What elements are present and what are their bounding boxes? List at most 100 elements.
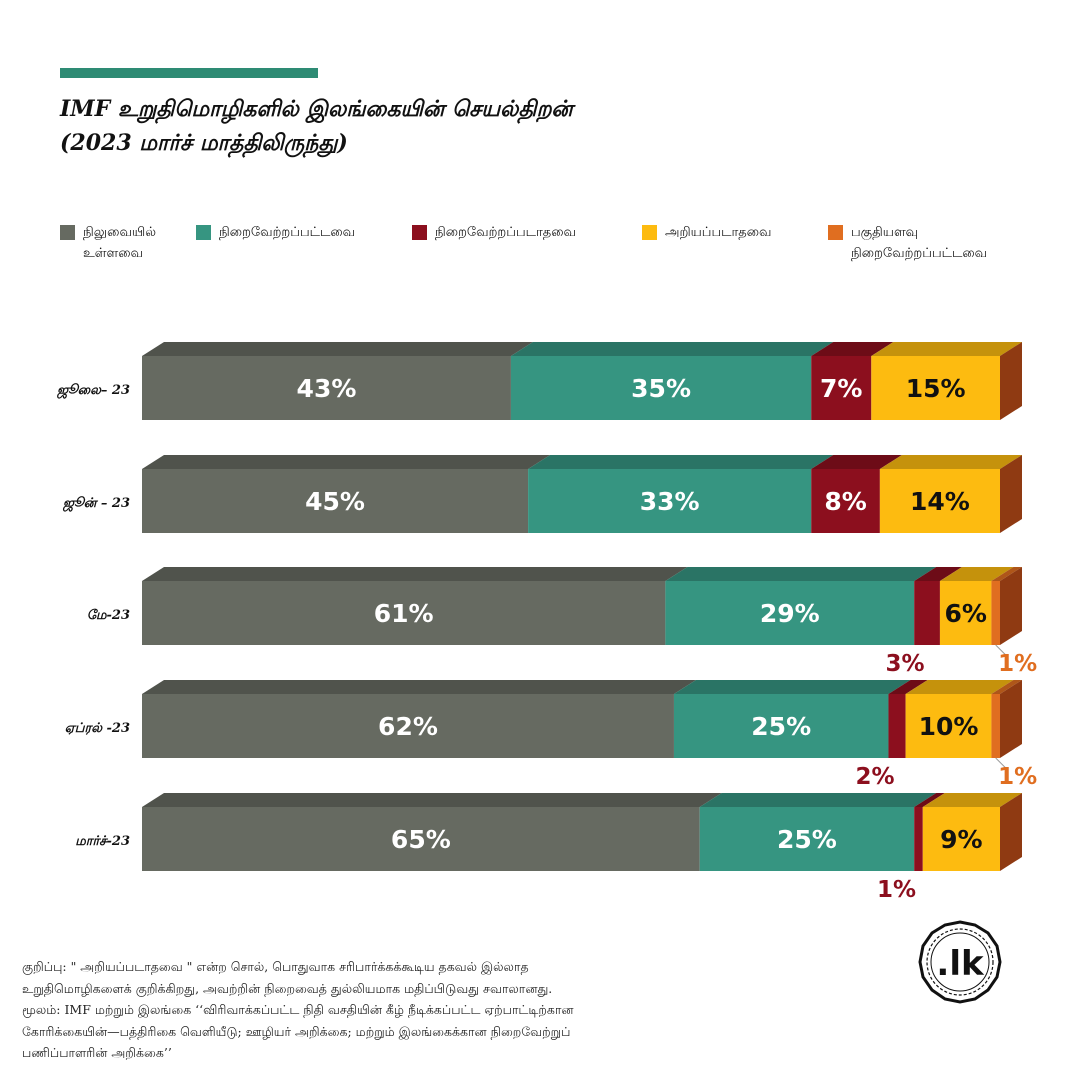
bar-segment-fulfilled (673, 694, 889, 758)
bar-top-fulfilled (510, 342, 834, 356)
legend-swatch-pending (60, 225, 75, 240)
data-label-not_fulfilled: 3% (886, 651, 925, 677)
data-label-unknown: 14% (910, 487, 970, 516)
chart-title: IMF உறுதிமொழிகளில் இலங்கையின் செயல்திறன்… (60, 92, 960, 160)
bar-segment-unknown (922, 807, 1000, 871)
category-label: மே-23 (87, 608, 130, 623)
bar-segment-unknown (939, 581, 992, 645)
bar-segment-not_fulfilled (811, 356, 872, 420)
bar-segment-pending (142, 581, 666, 645)
data-label-unknown: 15% (906, 374, 966, 403)
bar-segment-fulfilled (510, 356, 812, 420)
note-line-4: கோரிக்கையின்—பத்திரிகை வெளியீடு; ஊழியர் … (22, 1023, 571, 1039)
legend-item-pending: நிலுவையில் உள்ளவை (60, 222, 195, 264)
bar-segment-fulfilled (665, 581, 915, 645)
category-label: ஜூலை– 23 (56, 383, 130, 399)
bar-top-fulfilled (673, 680, 911, 694)
bar-side-face (1000, 455, 1022, 533)
legend-swatch-partial (828, 225, 843, 240)
bar-row-1: ஜூலை– 23 43% 35% 7% 15% (56, 342, 1022, 420)
bar-top-unknown (939, 567, 1014, 581)
bar-segment-unknown (879, 469, 1000, 533)
data-label-pending: 65% (391, 825, 451, 854)
legend-item-unknown: அறியப்படாதவை (642, 222, 822, 243)
category-label: ஏப்ரல் -23 (65, 721, 130, 736)
bar-top-pending (142, 793, 722, 807)
legend-swatch-not-fulfilled (412, 225, 427, 240)
bar-segment-pending (142, 469, 529, 533)
legend-label-not-fulfilled: நிறைவேற்றப்படாதவை (435, 225, 576, 240)
bar-top-unknown (879, 455, 1022, 469)
bar-top-unknown (871, 342, 1022, 356)
bar-row-3: மே-23 61% 29% 3% 6% 1% (87, 567, 1037, 677)
bar-segment-partial (991, 694, 1000, 758)
bar-segment-not_fulfilled (914, 807, 923, 871)
legend-item-partial: பகுதியளவு நிறைவேற்றப்பட்டவை (828, 222, 1043, 264)
title-line-1: IMF உறுதிமொழிகளில் இலங்கையின் செயல்திறன் (60, 96, 573, 122)
bar-top-fulfilled (699, 793, 937, 807)
bar-segment-unknown (905, 694, 992, 758)
data-label-fulfilled: 35% (631, 374, 691, 403)
data-label-pending: 45% (305, 487, 365, 516)
bar-side-face (1000, 793, 1022, 871)
footnote: குறிப்பு: " அறியப்படாதவை " என்ற சொல், பொ… (22, 956, 882, 1064)
bar-segment-unknown (871, 356, 1000, 420)
bar-top-not_fulfilled (811, 455, 902, 469)
legend-label-pending: நிலுவையில் உள்ளவை (83, 225, 157, 261)
bar-row-4: ஏப்ரல் -23 62% 25% 2% 10% 1% (65, 680, 1037, 790)
legend: நிலுவையில் உள்ளவை நிறைவேற்றப்பட்டவை நிறை… (60, 222, 1060, 272)
legend-item-fulfilled: நிறைவேற்றப்பட்டவை (196, 222, 416, 243)
data-label-not_fulfilled: 2% (856, 764, 895, 790)
bar-top-unknown (922, 793, 1022, 807)
note-line-3: மூலம்: IMF மற்றும் இலங்கை ‘‘விரிவாக்கப்ப… (22, 1002, 574, 1017)
legend-label-partial: பகுதியளவு நிறைவேற்றப்பட்டவை (851, 225, 988, 261)
bar-segment-not_fulfilled (888, 694, 906, 758)
bar-segment-pending (142, 807, 700, 871)
data-label-pending: 43% (297, 374, 357, 403)
bar-row-2: ஜூன் – 23 45% 33% 8% 14% (62, 455, 1022, 533)
bar-top-not_fulfilled (811, 342, 894, 356)
data-label-unknown: 9% (940, 825, 982, 854)
data-label-pending: 62% (378, 712, 438, 741)
note-line-5: பணிப்பாளரின் அறிக்கை’’ (22, 1045, 172, 1060)
legend-item-not-fulfilled: நிறைவேற்றப்படாதவை (412, 222, 632, 243)
bar-segment-not_fulfilled (811, 469, 880, 533)
bar-segment-pending (142, 356, 511, 420)
logo-text: .lk (936, 944, 985, 984)
title-line-2: (2023 மார்ச் மாத்திலிருந்து) (60, 130, 348, 156)
data-label-fulfilled: 25% (777, 825, 837, 854)
bar-segment-not_fulfilled (914, 581, 940, 645)
bar-top-not_fulfilled (914, 567, 962, 581)
bar-side-face (1000, 680, 1022, 758)
accent-bar (60, 68, 318, 78)
bar-top-pending (142, 455, 551, 469)
leader-line (995, 757, 1007, 769)
data-label-not_fulfilled: 7% (820, 374, 862, 403)
data-label-not_fulfilled: 1% (877, 877, 916, 903)
data-label-fulfilled: 29% (760, 599, 820, 628)
bar-segment-pending (142, 694, 674, 758)
note-line-2: உறுதிமொழிகளைக் குறிக்கிறது, அவற்றின் நிற… (22, 980, 553, 996)
bar-top-fulfilled (665, 567, 937, 581)
bar-side-face (1000, 342, 1022, 420)
bar-segment-partial (991, 581, 1000, 645)
data-label-not_fulfilled: 8% (824, 487, 866, 516)
data-label-unknown: 6% (944, 599, 986, 628)
bar-top-pending (142, 342, 533, 356)
bar-top-fulfilled (528, 455, 834, 469)
category-label: ஜூன் – 23 (62, 496, 130, 512)
legend-label-fulfilled: நிறைவேற்றப்பட்டவை (219, 225, 356, 240)
bar-top-pending (142, 567, 688, 581)
lk-logo: .lk (918, 920, 1002, 1004)
bar-row-5: மார்ச்-23 65% 25% 1% 9% (75, 793, 1022, 903)
note-line-1: குறிப்பு: " அறியப்படாதவை " என்ற சொல், பொ… (22, 959, 529, 974)
bar-side-face (1000, 567, 1022, 645)
data-label-partial: 1% (998, 651, 1037, 677)
data-label-pending: 61% (374, 599, 434, 628)
bar-top-pending (142, 680, 696, 694)
bar-top-not_fulfilled (914, 793, 945, 807)
data-label-fulfilled: 25% (751, 712, 811, 741)
bar-segment-fulfilled (699, 807, 915, 871)
bar-top-not_fulfilled (888, 680, 928, 694)
bar-top-partial (991, 680, 1022, 694)
